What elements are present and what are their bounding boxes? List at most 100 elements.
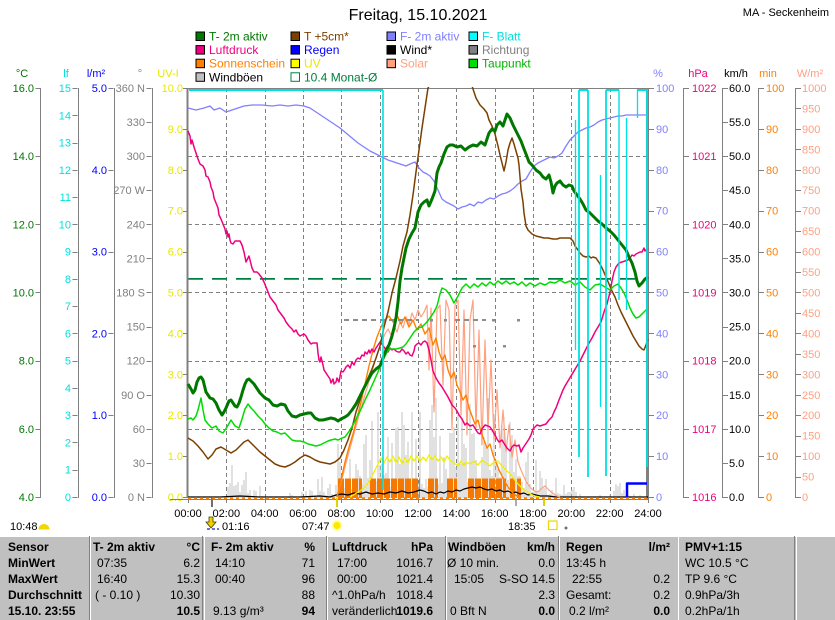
svg-text:300: 300 bbox=[127, 151, 145, 163]
svg-text:5.0: 5.0 bbox=[92, 83, 107, 95]
svg-text:0.0: 0.0 bbox=[92, 492, 107, 504]
svg-text:km/h: km/h bbox=[527, 540, 555, 554]
svg-text:500: 500 bbox=[802, 288, 820, 300]
svg-text:^1.0hPa/h: ^1.0hPa/h bbox=[332, 588, 386, 602]
svg-text:5.0: 5.0 bbox=[168, 288, 183, 300]
svg-text:8.0: 8.0 bbox=[19, 356, 34, 368]
svg-text:F- Blatt: F- Blatt bbox=[482, 30, 521, 44]
svg-text:Freitag, 15.10.2021: Freitag, 15.10.2021 bbox=[349, 7, 488, 24]
svg-text:l/m²: l/m² bbox=[87, 68, 106, 80]
svg-text:T- 2m aktiv: T- 2m aktiv bbox=[93, 540, 155, 554]
svg-text:Regen: Regen bbox=[304, 43, 339, 57]
svg-text:30.0: 30.0 bbox=[729, 288, 750, 300]
svg-text:veränderlich: veränderlich bbox=[332, 604, 397, 618]
svg-text:20: 20 bbox=[766, 410, 778, 422]
svg-text:70: 70 bbox=[766, 206, 778, 218]
svg-text:min: min bbox=[759, 68, 777, 80]
svg-text:100: 100 bbox=[802, 451, 820, 463]
svg-text:4: 4 bbox=[65, 383, 71, 395]
svg-text:16:00: 16:00 bbox=[481, 508, 509, 520]
svg-text:35.0: 35.0 bbox=[729, 253, 750, 265]
svg-text:15.0: 15.0 bbox=[729, 390, 750, 402]
svg-text:210: 210 bbox=[127, 253, 145, 265]
svg-text:°C: °C bbox=[187, 540, 201, 554]
svg-text:2: 2 bbox=[65, 438, 71, 450]
svg-text:900: 900 bbox=[802, 124, 820, 136]
svg-text:Wind*: Wind* bbox=[400, 43, 432, 57]
svg-text:750: 750 bbox=[802, 185, 820, 197]
svg-text:6.2: 6.2 bbox=[183, 556, 200, 570]
svg-text:45.0: 45.0 bbox=[729, 185, 750, 197]
svg-text:8.0: 8.0 bbox=[168, 165, 183, 177]
svg-text:3.0: 3.0 bbox=[168, 369, 183, 381]
svg-text:1021: 1021 bbox=[692, 151, 716, 163]
svg-text:0.0: 0.0 bbox=[653, 604, 670, 618]
svg-text:1017: 1017 bbox=[692, 424, 716, 436]
svg-text:22:55: 22:55 bbox=[572, 572, 602, 586]
svg-text:22:00: 22:00 bbox=[596, 508, 624, 520]
svg-text:Durchschnitt: Durchschnitt bbox=[8, 588, 82, 602]
svg-text:WC 10.5 °C: WC 10.5 °C bbox=[685, 556, 749, 570]
svg-text:0.0: 0.0 bbox=[538, 556, 555, 570]
svg-text:Sensor: Sensor bbox=[8, 540, 49, 554]
svg-text:90: 90 bbox=[766, 124, 778, 136]
svg-text:150: 150 bbox=[802, 431, 820, 443]
svg-text:4.0: 4.0 bbox=[168, 328, 183, 340]
svg-text:1018: 1018 bbox=[692, 356, 716, 368]
svg-text:°: ° bbox=[138, 68, 142, 80]
svg-text:S-SO 14.5: S-SO 14.5 bbox=[499, 572, 555, 586]
svg-text:°C: °C bbox=[16, 68, 28, 80]
svg-text:( - 0.10 ): ( - 0.10 ) bbox=[95, 588, 140, 602]
svg-text:5: 5 bbox=[65, 356, 71, 368]
svg-text:Windböen: Windböen bbox=[448, 540, 506, 554]
svg-text:Richtung: Richtung bbox=[482, 43, 529, 57]
svg-text:17:00: 17:00 bbox=[337, 556, 367, 570]
svg-text:Luftdruck: Luftdruck bbox=[332, 540, 388, 554]
svg-text:40: 40 bbox=[766, 328, 778, 340]
svg-text:60.0: 60.0 bbox=[729, 83, 750, 95]
svg-text:MaxWert: MaxWert bbox=[8, 572, 58, 586]
svg-text:01:16: 01:16 bbox=[222, 521, 250, 533]
svg-text:270 W: 270 W bbox=[113, 185, 145, 197]
svg-text:10: 10 bbox=[766, 451, 778, 463]
svg-text:0.0: 0.0 bbox=[168, 492, 183, 504]
svg-text:0: 0 bbox=[656, 492, 662, 504]
svg-text:1018.4: 1018.4 bbox=[396, 588, 433, 602]
svg-text:1000: 1000 bbox=[802, 83, 826, 95]
svg-text:18:35: 18:35 bbox=[508, 521, 536, 533]
svg-text:350: 350 bbox=[802, 349, 820, 361]
svg-text:TP 9.6 °C: TP 9.6 °C bbox=[685, 572, 737, 586]
svg-text:150: 150 bbox=[127, 322, 145, 334]
svg-text:10:00: 10:00 bbox=[366, 508, 394, 520]
svg-text:80: 80 bbox=[656, 165, 668, 177]
svg-text:14: 14 bbox=[59, 110, 71, 122]
svg-text:9.0: 9.0 bbox=[168, 124, 183, 136]
svg-text:55.0: 55.0 bbox=[729, 117, 750, 129]
svg-text:15.3: 15.3 bbox=[177, 572, 201, 586]
svg-text:100: 100 bbox=[766, 83, 784, 95]
svg-text:88: 88 bbox=[302, 588, 316, 602]
svg-text:00:40: 00:40 bbox=[215, 572, 245, 586]
svg-text:60: 60 bbox=[656, 247, 668, 259]
svg-text:0.2: 0.2 bbox=[653, 572, 670, 586]
svg-text:400: 400 bbox=[802, 328, 820, 340]
svg-text:2.0: 2.0 bbox=[168, 410, 183, 422]
svg-text:50.0: 50.0 bbox=[729, 151, 750, 163]
svg-text:800: 800 bbox=[802, 165, 820, 177]
svg-text:30: 30 bbox=[656, 369, 668, 381]
svg-text:12.0: 12.0 bbox=[13, 219, 34, 231]
svg-text:0.0: 0.0 bbox=[729, 492, 744, 504]
svg-text:6.0: 6.0 bbox=[168, 247, 183, 259]
svg-text:lf: lf bbox=[63, 68, 69, 80]
svg-text:71: 71 bbox=[302, 556, 316, 570]
svg-text:0: 0 bbox=[802, 492, 808, 504]
svg-text:30: 30 bbox=[133, 458, 145, 470]
svg-text:600: 600 bbox=[802, 247, 820, 259]
svg-text:0: 0 bbox=[65, 492, 71, 504]
svg-text:70: 70 bbox=[656, 206, 668, 218]
svg-text:20: 20 bbox=[656, 410, 668, 422]
svg-text:700: 700 bbox=[802, 206, 820, 218]
svg-text:Solar: Solar bbox=[400, 57, 428, 71]
svg-text:8: 8 bbox=[65, 274, 71, 286]
svg-text:1019: 1019 bbox=[692, 288, 716, 300]
